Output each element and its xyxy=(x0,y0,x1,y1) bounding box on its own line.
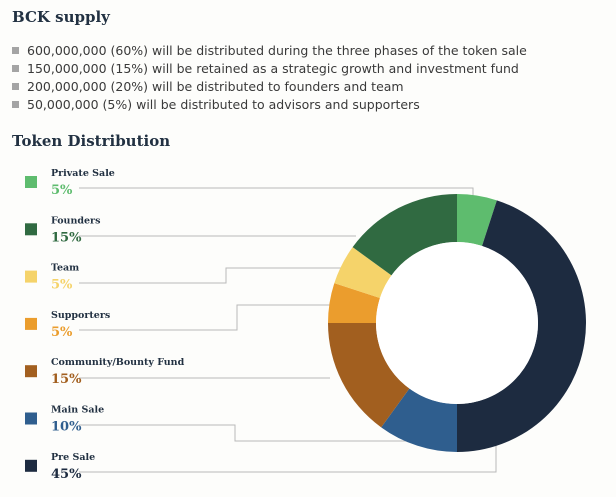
pie-slice xyxy=(328,283,380,323)
legend-swatch xyxy=(25,459,37,472)
supply-item-text: 50,000,000 (5%) will be distributed to a… xyxy=(27,97,420,112)
legend-connector-line xyxy=(79,187,474,198)
supply-item: 150,000,000 (15%) will be retained as a … xyxy=(12,60,527,78)
legend-connector-line xyxy=(79,304,331,331)
legend-label: Founders xyxy=(51,215,100,226)
legend-label: Supporters xyxy=(51,310,110,321)
bullet-square-icon xyxy=(12,47,19,54)
legend-value: 15% xyxy=(51,372,82,387)
donut-hole xyxy=(376,242,538,404)
legend-value: 5% xyxy=(51,325,73,340)
supply-item-text: 150,000,000 (15%) will be retained as a … xyxy=(27,61,519,76)
legend-label: Private Sale xyxy=(51,168,115,179)
legend-value: 5% xyxy=(51,278,73,293)
legend-connector-line xyxy=(79,267,343,284)
legend-value: 45% xyxy=(51,467,82,482)
legend-label: Main Sale xyxy=(51,405,104,416)
legend-swatch xyxy=(25,176,37,188)
legend-value: 10% xyxy=(51,420,82,435)
legend-swatch xyxy=(25,365,37,378)
supply-item: 200,000,000 (20%) will be distributed to… xyxy=(12,78,527,96)
legend-swatch xyxy=(25,223,37,236)
legend-label: Team xyxy=(51,263,79,274)
legend-value: 5% xyxy=(51,183,73,198)
chart-title: Token Distribution xyxy=(12,132,171,150)
supply-list: 600,000,000 (60%) will be distributed du… xyxy=(12,42,527,114)
supply-item-text: 600,000,000 (60%) will be distributed du… xyxy=(27,43,527,58)
legend-swatch xyxy=(25,412,37,425)
legend-label: Community/Bounty Fund xyxy=(51,357,185,368)
legend-label: Pre Sale xyxy=(51,452,95,463)
pie-slice xyxy=(352,194,457,276)
supply-item: 600,000,000 (60%) will be distributed du… xyxy=(12,42,527,60)
page-title: BCK supply xyxy=(12,8,110,26)
bullet-square-icon xyxy=(12,83,19,90)
pie-slice xyxy=(457,194,497,246)
pie-slice xyxy=(457,200,586,452)
bullet-square-icon xyxy=(12,65,19,72)
bullet-square-icon xyxy=(12,101,19,108)
legend-swatch xyxy=(25,270,37,283)
legend-value: 15% xyxy=(51,230,82,245)
legend-connector-line xyxy=(79,424,413,442)
supply-item: 50,000,000 (5%) will be distributed to a… xyxy=(12,96,527,114)
supply-item-text: 200,000,000 (20%) will be distributed to… xyxy=(27,79,404,94)
legend-swatch xyxy=(25,317,37,330)
pie-slice xyxy=(334,247,392,298)
legend-connector-line xyxy=(79,441,497,473)
pie-slice xyxy=(381,388,457,452)
pie-slice xyxy=(328,323,410,428)
